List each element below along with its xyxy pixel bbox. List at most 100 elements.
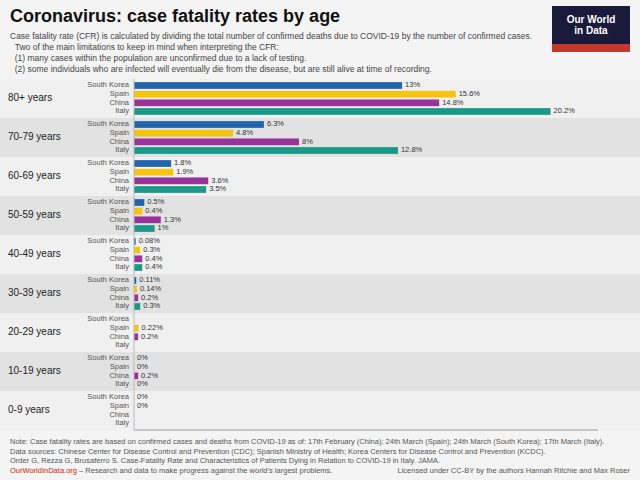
- subtitle: (2) some individuals who are infected wi…: [10, 64, 630, 75]
- data-label: 0.2%: [141, 293, 158, 302]
- series-label: China: [109, 98, 129, 107]
- data-label: 0%: [137, 353, 148, 362]
- data-label: 4.8%: [236, 128, 253, 137]
- category-label: 0-9 years: [8, 404, 50, 415]
- bar: [134, 303, 140, 310]
- series-label: South Korea: [87, 80, 130, 89]
- series-label: China: [109, 332, 129, 341]
- bar: [134, 294, 138, 301]
- category-label: 70-79 years: [8, 131, 61, 142]
- bar: [134, 186, 206, 193]
- data-label: 0%: [137, 401, 148, 410]
- bar: [134, 169, 173, 176]
- data-label: 1%: [158, 223, 169, 232]
- data-label: 6.3%: [267, 119, 284, 128]
- data-label: 3.5%: [209, 184, 226, 193]
- website-suffix: – Research and data to make progress aga…: [77, 466, 332, 475]
- data-label: 0.4%: [145, 254, 162, 263]
- series-label: South Korea: [87, 236, 130, 245]
- bars: [134, 82, 551, 379]
- category-label: 80+ years: [8, 92, 52, 103]
- series-label: Italy: [115, 262, 129, 271]
- row-band: [0, 391, 640, 430]
- logo-text: Our World: [552, 14, 630, 25]
- data-label: 0.3%: [143, 245, 160, 254]
- footnote: Note: Case fatality rates are based on c…: [10, 437, 630, 447]
- data-label: 20.2%: [554, 106, 576, 115]
- series-label: South Korea: [87, 119, 130, 128]
- bar: [134, 147, 398, 154]
- data-label: 0.2%: [141, 371, 158, 380]
- row-backgrounds: [0, 79, 640, 430]
- bar: [134, 82, 402, 89]
- category-label: 50-59 years: [8, 209, 61, 220]
- chart-svg: 0-9 yearsSouth Korea0%Spain0%ChinaItaly1…: [0, 77, 640, 434]
- series-label: China: [109, 215, 129, 224]
- series-label: Spain: [110, 128, 129, 137]
- bar: [134, 99, 439, 106]
- data-label: 1.9%: [176, 167, 193, 176]
- row-band: [0, 235, 640, 274]
- series-label: South Korea: [87, 314, 130, 323]
- category-label: 40-49 years: [8, 248, 61, 259]
- data-label: 0.4%: [145, 206, 162, 215]
- category-label: 30-39 years: [8, 287, 61, 298]
- bar: [134, 130, 233, 137]
- series-label: South Korea: [87, 158, 130, 167]
- footer-credit: OurWorldInData.org – Research and data t…: [10, 466, 332, 476]
- data-label: 15.6%: [459, 89, 481, 98]
- data-label: 0.3%: [143, 301, 160, 310]
- data-label: 8%: [302, 137, 313, 146]
- bar: [134, 333, 138, 340]
- data-label: 1.3%: [164, 215, 181, 224]
- logo-strip: [552, 44, 630, 52]
- website: OurWorldInData.org: [10, 466, 77, 475]
- title: Coronavirus: case fatality rates by age: [10, 6, 630, 27]
- series-label: South Korea: [87, 353, 130, 362]
- series-label: China: [109, 254, 129, 263]
- bar: [134, 264, 142, 271]
- series-label: Spain: [110, 284, 129, 293]
- row-band: [0, 313, 640, 352]
- data-label: 0.4%: [145, 262, 162, 271]
- footer: Note: Case fatality rates are based on c…: [0, 434, 640, 480]
- logo: Our Worldin Data: [552, 6, 630, 52]
- subtitle: (1) many cases within the population are…: [10, 53, 630, 64]
- category-label: 10-19 years: [8, 365, 61, 376]
- series-label: South Korea: [87, 275, 130, 284]
- data-label: 0.22%: [142, 323, 164, 332]
- subtitle: Case fatality rate (CFR) is calculated b…: [10, 31, 630, 42]
- footer-row: OurWorldInData.org – Research and data t…: [10, 466, 630, 476]
- row-band: [0, 79, 640, 118]
- series-label: Spain: [110, 323, 129, 332]
- data-label: 0%: [137, 362, 148, 371]
- series-label: Spain: [110, 401, 129, 410]
- chart-area: 0-9 yearsSouth Korea0%Spain0%ChinaItaly1…: [0, 77, 640, 434]
- data-label: 14.8%: [442, 98, 464, 107]
- category-label: 20-29 years: [8, 326, 61, 337]
- bar: [134, 91, 456, 98]
- footnote: Data sources: Chinese Center for Disease…: [10, 447, 630, 457]
- series-label: China: [109, 176, 129, 185]
- subtitle: Two of the main limitations to keep in m…: [10, 42, 630, 53]
- series-label: Italy: [115, 184, 129, 193]
- series-label: Italy: [115, 106, 129, 115]
- series-label: China: [109, 371, 129, 380]
- series-label: Spain: [110, 245, 129, 254]
- page: Our Worldin DataCoronavirus: case fatali…: [0, 0, 640, 480]
- bar: [134, 255, 142, 262]
- series-label: Italy: [115, 145, 129, 154]
- license: Licensed under CC-BY by the authors Hann…: [398, 466, 631, 476]
- data-label: 12.8%: [401, 145, 423, 154]
- bar: [134, 177, 208, 184]
- series-label: China: [109, 410, 129, 419]
- footnote: Order G, Rezza G, Brusaferro S. Case-Fat…: [10, 456, 630, 466]
- header: Our Worldin DataCoronavirus: case fatali…: [0, 0, 640, 77]
- data-label: 3.6%: [211, 176, 228, 185]
- data-label: 0.14%: [140, 284, 162, 293]
- data-label: 0.5%: [147, 197, 164, 206]
- series-label: Spain: [110, 362, 129, 371]
- data-label: 0.08%: [139, 236, 161, 245]
- bar: [134, 199, 144, 206]
- row-band: [0, 352, 640, 391]
